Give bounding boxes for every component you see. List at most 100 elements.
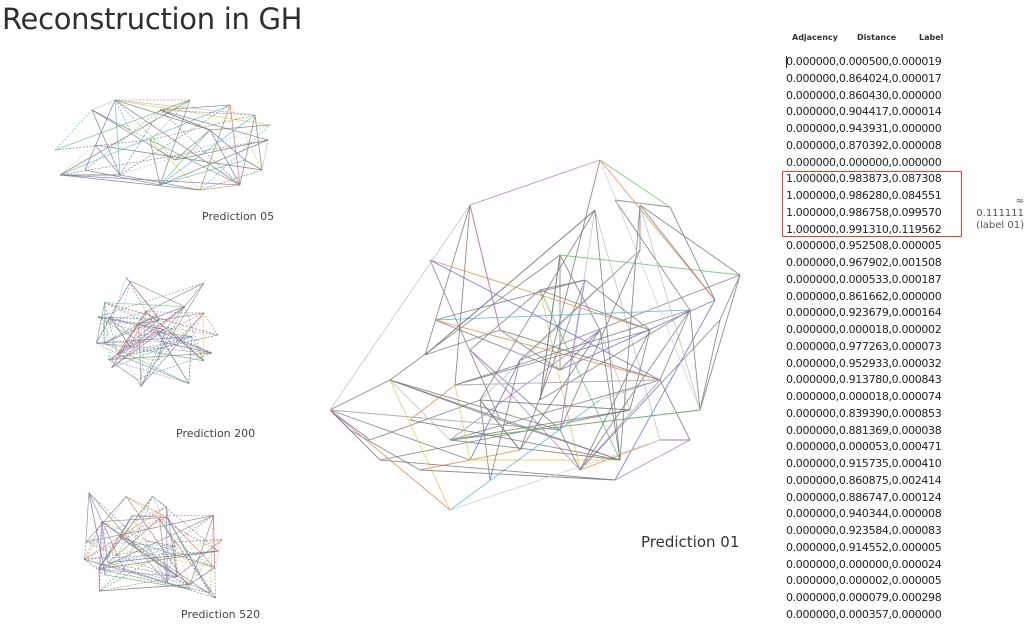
graph-edge xyxy=(410,385,455,420)
graph-edge xyxy=(105,303,212,353)
value-row: 0.000000,0.952933,0.000032 xyxy=(786,356,966,373)
text-cursor xyxy=(786,56,787,68)
graph-edge xyxy=(109,360,137,380)
graph-edge xyxy=(200,185,240,190)
graph-edge xyxy=(435,280,585,320)
graph-edge xyxy=(117,354,188,383)
graph-edge xyxy=(262,140,268,170)
graph-edge xyxy=(390,255,560,380)
value-row: 0.000000,0.904417,0.000014 xyxy=(786,104,966,121)
value-row: 0.000000,0.886747,0.000124 xyxy=(786,490,966,507)
graph-edge xyxy=(330,205,470,410)
prediction-01-label: Prediction 01 xyxy=(641,533,739,551)
graph-prediction-01 xyxy=(330,160,740,510)
prediction-520-label: Prediction 520 xyxy=(181,608,260,621)
graph-edge xyxy=(540,160,600,400)
graph-edge xyxy=(470,160,600,205)
graph-prediction-05 xyxy=(55,100,270,190)
graph-edge xyxy=(139,313,204,323)
highlight-annotation: ≈ 0.111111 (label 01) xyxy=(966,196,1024,232)
value-row: 0.000000,0.881369,0.000038 xyxy=(786,423,966,440)
graph-edge xyxy=(126,496,167,517)
graph-prediction-520 xyxy=(84,493,222,598)
graph-edge xyxy=(168,283,204,327)
graph-edge xyxy=(84,517,167,559)
graph-edge xyxy=(455,385,470,460)
value-row: 0.000000,0.870392,0.000008 xyxy=(786,138,966,155)
graph-edge xyxy=(700,320,720,410)
value-row: 0.000000,0.952508,0.000005 xyxy=(786,238,966,255)
graph-edge xyxy=(330,410,450,510)
annotation-value: ≈ 0.111111 xyxy=(966,196,1024,220)
graph-edge xyxy=(640,205,700,410)
value-row: 0.000000,0.000079,0.000298 xyxy=(786,590,966,607)
graph-edge xyxy=(615,200,690,310)
graph-edge xyxy=(425,205,470,355)
graph-edge xyxy=(160,115,255,185)
value-row: 0.000000,0.839390,0.000853 xyxy=(786,406,966,423)
graph-edge xyxy=(174,542,190,584)
graph-edge xyxy=(640,205,740,275)
graph-edge xyxy=(60,105,230,175)
graph-edge xyxy=(600,160,715,300)
value-row: 0.000000,0.000018,0.000074 xyxy=(786,389,966,406)
value-row: 0.000000,0.000053,0.000471 xyxy=(786,439,966,456)
graph-edge xyxy=(115,100,210,130)
graph-edge xyxy=(60,145,95,175)
graph-edge xyxy=(455,380,660,385)
graph-edge xyxy=(139,323,141,386)
value-row: 0.000000,0.000000,0.000024 xyxy=(786,557,966,574)
graph-edge xyxy=(330,410,380,460)
value-row: 0.000000,0.861662,0.000000 xyxy=(786,289,966,306)
value-row: 0.000000,0.915735,0.000410 xyxy=(786,456,966,473)
graph-edge xyxy=(600,160,670,207)
graph-edge xyxy=(158,313,204,361)
graph-edge xyxy=(390,380,450,510)
value-row: 0.000000,0.977263,0.000073 xyxy=(786,339,966,356)
graph-edge xyxy=(455,310,690,385)
value-row: 0.000000,0.864024,0.000017 xyxy=(786,71,966,88)
graph-edge xyxy=(139,323,212,353)
graph-edge xyxy=(190,515,213,584)
graph-edge xyxy=(55,110,92,150)
prediction-05-label: Prediction 05 xyxy=(202,210,274,223)
graph-edge xyxy=(110,281,131,317)
graph-edge xyxy=(160,100,190,185)
value-row: 0.000000,0.000002,0.000005 xyxy=(786,573,966,590)
column-header-adjacency: Adjacency xyxy=(792,33,838,42)
graph-edge xyxy=(560,430,580,470)
graph-edge xyxy=(470,350,560,430)
value-row: 0.000000,0.000533,0.000187 xyxy=(786,272,966,289)
column-header-distance: Distance xyxy=(857,33,896,42)
graph-edge xyxy=(84,542,86,559)
value-row: 0.000000,0.913780,0.000843 xyxy=(786,372,966,389)
graph-edge xyxy=(330,380,390,410)
value-row: 0.000000,0.860875,0.002414 xyxy=(786,473,966,490)
graph-edge xyxy=(700,275,740,410)
graph-edge xyxy=(131,281,185,307)
value-row: 0.000000,0.860430,0.000000 xyxy=(786,88,966,105)
value-row: 0.000000,0.923584,0.000083 xyxy=(786,523,966,540)
graph-edge xyxy=(60,175,240,185)
value-row: 0.000000,0.940344,0.000008 xyxy=(786,506,966,523)
graph-edge xyxy=(159,519,218,551)
graph-edge xyxy=(600,330,630,410)
graph-edge xyxy=(99,584,190,591)
graph-edge xyxy=(85,100,115,170)
graph-edge xyxy=(450,440,660,510)
graph-edge xyxy=(690,310,700,410)
annotation-label: (label 01) xyxy=(966,220,1024,232)
value-row: 0.000000,0.914552,0.000005 xyxy=(786,540,966,557)
graph-edge xyxy=(580,320,720,470)
graph-edge xyxy=(96,317,109,343)
graph-edge xyxy=(230,105,240,185)
value-row: 0.000000,0.000018,0.000002 xyxy=(786,322,966,339)
graph-edge xyxy=(137,379,141,386)
graph-edge xyxy=(200,170,262,190)
graph-edge xyxy=(85,170,160,185)
graph-edge xyxy=(99,569,124,591)
prediction-200-label: Prediction 200 xyxy=(176,427,255,440)
graph-edge xyxy=(330,410,470,460)
graph-edge xyxy=(600,160,700,410)
